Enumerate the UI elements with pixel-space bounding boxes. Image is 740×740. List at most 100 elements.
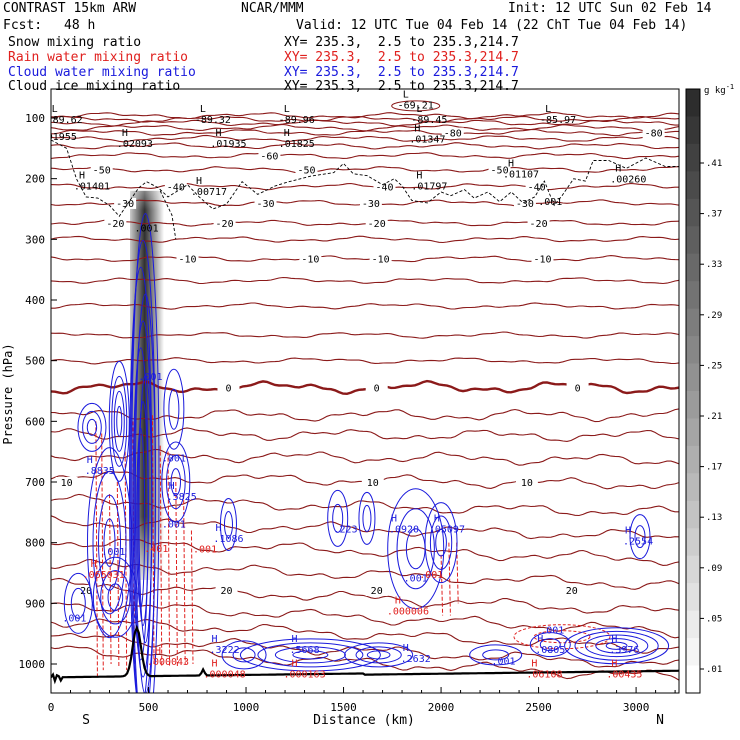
isotherm-label-bg [566,382,589,394]
y-tick-label: 400 [25,294,45,307]
extreme-value-label: .000043 [147,657,189,668]
cloud-water-cell [221,640,267,670]
colorbar-swatch [686,665,700,694]
colorbar-swatch [686,116,700,145]
plot-frame [50,88,680,694]
high-marker: H [391,513,397,524]
isotherm-label: -20 [106,219,124,230]
isotherm-label-bg [217,382,240,394]
isotherm-label-bg [560,584,583,596]
isotherm-label-bg [90,164,113,176]
y-tick-label: 200 [25,173,45,186]
colorbar-tick-label: .17 [706,463,722,473]
extreme-value-label: .001 [135,223,159,234]
cloud-water-cell [239,638,381,672]
high-marker: H [395,595,401,606]
rain-contour-ring [513,624,611,650]
isotherm-line [51,128,679,137]
extreme-value-label: .00435 [606,669,642,680]
extreme-value-label: .01955 [41,132,77,143]
cloud-water-cell [92,556,138,638]
y-axis-label: Pressure (hPa) [1,343,15,444]
cloud-water-cell [574,630,659,661]
colorbar-swatch [686,583,700,612]
isotherm-label: 20 [371,586,383,597]
cloud-water-tower [132,347,149,661]
rain-contour-line [175,481,178,668]
cloud-water-contours [63,213,670,693]
isotherm-line [51,408,679,423]
extreme-value-label: -89.62 [47,115,83,126]
cloud-water-cell [529,632,571,658]
extreme-value-label: .01347 [409,134,445,145]
isotherm-line [51,152,679,160]
cloud-water-cell [223,510,233,538]
extreme-value-label: .00717 [191,187,227,198]
cloud-water-cell [161,441,191,523]
high-marker: H [414,123,420,134]
isotherm-label: 20 [80,586,92,597]
cloud-water-cell [332,503,344,533]
isotherm-line [51,182,679,191]
cloud-water-cell [100,570,131,625]
cloud-water-cell [362,504,372,532]
isotherm-label-bg [258,150,281,162]
high-marker: H [403,643,409,654]
extreme-value-label: .000006 [387,606,429,617]
cloud-ice-boundary [51,139,679,218]
extreme-value-label: .01107 [503,169,539,180]
max-temp-ellipse [391,100,441,112]
extreme-value-label: .065031 [83,570,125,581]
init-time: Init: 12 UTC Sun 02 Feb 14 [508,1,712,16]
isotherm-label-bg [164,181,187,193]
isotherm-line [51,577,679,614]
cloud-water-cell [358,491,376,545]
field-cloud-xy: XY= 235.3, 2.5 to 235.3,214.7 [284,65,519,80]
terrain-line [51,624,679,685]
isotherm-label-bg [295,164,318,176]
high-marker: H [212,658,218,669]
colorbar-swatch [686,500,700,529]
high-marker: H [215,128,221,139]
isotherm-line [51,558,679,590]
isotherm-line [51,142,679,150]
cloud-water-cell [163,368,185,450]
x-tick-label: 0 [48,701,55,714]
isotherm-label-bg [254,197,277,209]
extreme-value-label: -89.45 [411,115,447,126]
isotherm-label: -30 [516,199,534,210]
cloud-water-cell [564,627,670,665]
cloud-water-cell [170,468,181,496]
cloud-water-cell [584,634,649,658]
extreme-value-label: .3222 [210,645,240,656]
high-marker: H [531,658,537,669]
isotherm-label-bg [176,253,199,265]
isotherm-line [51,123,679,132]
extreme-value-label: -89.32 [195,115,231,126]
rain-contour-line [183,494,186,665]
isotherm-label: -80 [645,129,663,140]
x-axis-label: Distance (km) [313,713,415,728]
rain-contour-ring [533,630,591,644]
high-marker: H [79,171,85,182]
high-marker: H [434,513,440,524]
extreme-value-label: .001 [540,626,564,637]
cloud-water-cell [82,410,102,444]
extreme-value-label: .8835 [85,466,115,477]
cloud-water-cell [86,418,98,436]
colorbar-swatch [686,391,700,419]
extreme-value-label: .02093 [117,139,153,150]
cloud-water-cell [595,638,638,654]
rain-contour-line [101,433,104,671]
isotherm-label-bg [215,584,238,596]
cloud-water-cell [435,528,447,557]
extreme-value-label: .401 [144,544,168,555]
isotherm-label: -80 [444,129,462,140]
cloud-water-cell [366,650,391,660]
valid-time: Valid: 12 UTC Tue 04 Feb 14 (22 ChT Tue … [296,18,688,33]
cloud-water-cell [344,642,414,668]
x-tick-label: 500 [139,701,159,714]
cloud-water-cell [113,390,125,452]
x-endpoint-north: N [656,713,664,728]
extreme-value-label: -69.21 [398,100,434,111]
